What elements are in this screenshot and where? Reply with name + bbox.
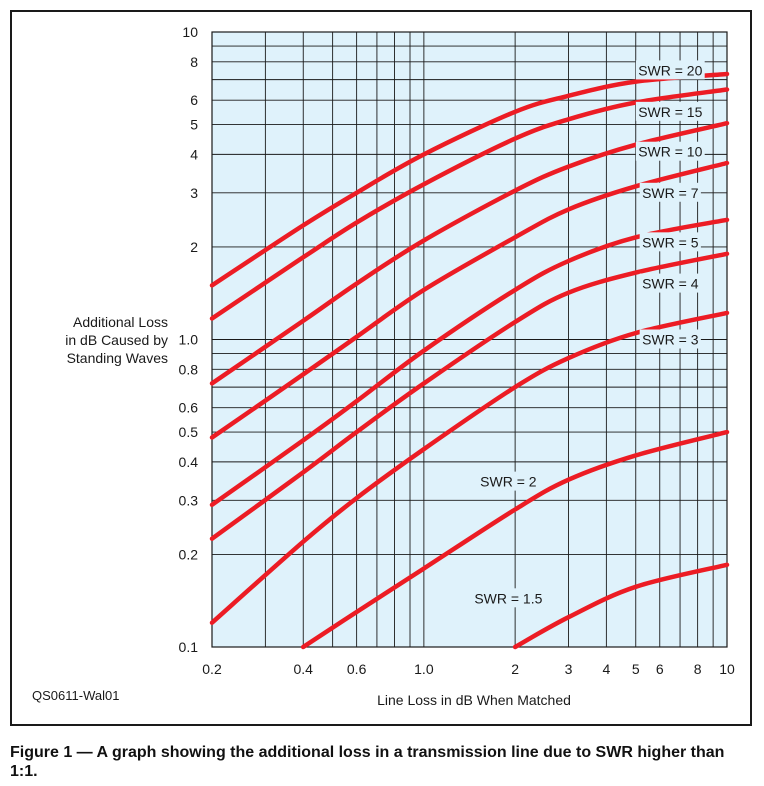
y-tick-label: 8 (190, 54, 198, 70)
swr-label: SWR = 7 (642, 185, 699, 201)
swr-label-bg (639, 232, 701, 252)
swr-label-bg (470, 588, 547, 608)
swr-label-bg (477, 471, 539, 491)
swr-label: SWR = 2 (480, 474, 537, 490)
y-tick-label: 10 (182, 24, 198, 40)
x-tick-label: 3 (565, 661, 573, 677)
swr-label: SWR = 4 (642, 276, 699, 292)
y-tick-label: 2 (190, 239, 198, 255)
swr-curve-1 (209, 87, 730, 321)
x-tick-label: 0.6 (347, 661, 367, 677)
y-tick-label: 0.6 (179, 400, 199, 416)
swr-label: SWR = 10 (638, 144, 702, 160)
x-tick-label: 1.0 (414, 661, 434, 677)
x-tick-label: 8 (694, 661, 702, 677)
swr-label-bg (639, 182, 701, 202)
swr-curve-0 (209, 71, 730, 288)
x-tick-label: 0.4 (294, 661, 314, 677)
swr-label-bg (635, 60, 705, 80)
swr-label: SWR = 1.5 (474, 590, 542, 606)
x-tick-label: 5 (632, 661, 640, 677)
curves (209, 71, 730, 650)
y-axis-label-line-2: in dB Caused by (65, 332, 168, 348)
y-tick-label: 0.3 (179, 492, 199, 508)
swr-label-bg (635, 141, 705, 161)
figure-frame (10, 10, 752, 726)
x-axis-label: Line Loss in dB When Matched (377, 692, 571, 708)
swr-label-bg (639, 273, 701, 293)
y-tick-label: 0.2 (179, 546, 199, 562)
swr-curve-7 (300, 429, 730, 650)
swr-label: SWR = 3 (642, 332, 699, 348)
swr-label-bg (635, 101, 705, 121)
figure-id: QS0611-Wal01 (32, 688, 120, 703)
y-axis-label-line-3: Standing Waves (66, 350, 168, 366)
x-tick-label: 6 (656, 661, 664, 677)
y-tick-label: 0.5 (179, 424, 199, 440)
x-tick-label: 4 (602, 661, 610, 677)
figure-caption: Figure 1 — A graph showing the additiona… (10, 744, 725, 780)
series-labels: SWR = 20 SWR = 15 SWR = 10 SWR = 7 SWR = 5 SW… (470, 60, 705, 608)
swr-curve-5 (209, 251, 730, 541)
x-tick-label: 0.2 (202, 661, 222, 677)
y-tick-label: 4 (190, 146, 198, 162)
swr-curve-2 (209, 120, 730, 386)
swr-curve-4 (209, 217, 730, 508)
swr-label: SWR = 20 (638, 62, 702, 78)
y-tick-label: 6 (190, 92, 198, 108)
swr-curve-3 (209, 160, 730, 440)
y-tick-label: 0.4 (179, 454, 199, 470)
y-axis-label: Additional Loss in dB Caused by Standing… (20, 313, 168, 367)
x-tick-label: 2 (511, 661, 519, 677)
y-axis-label-line-1: Additional Loss (73, 314, 168, 330)
swr-label: SWR = 5 (642, 234, 699, 250)
tick-labels: 0.2 0.4 0.6 1.0 2 3 4 5 6 8 100.10.20.30.40.50.60.… (179, 24, 735, 677)
y-tick-label: 3 (190, 185, 198, 201)
swr-curve-6 (209, 310, 730, 625)
y-tick-label: 1.0 (179, 332, 199, 348)
swr-label: SWR = 15 (638, 104, 702, 120)
y-tick-label: 0.1 (179, 639, 199, 655)
x-tick-label: 10 (719, 661, 735, 677)
y-tick-label: 0.8 (179, 361, 199, 377)
y-tick-label: 5 (190, 117, 198, 133)
swr-curve-8 (512, 562, 730, 650)
swr-label-bg (639, 329, 701, 349)
grid-lines (211, 31, 728, 648)
